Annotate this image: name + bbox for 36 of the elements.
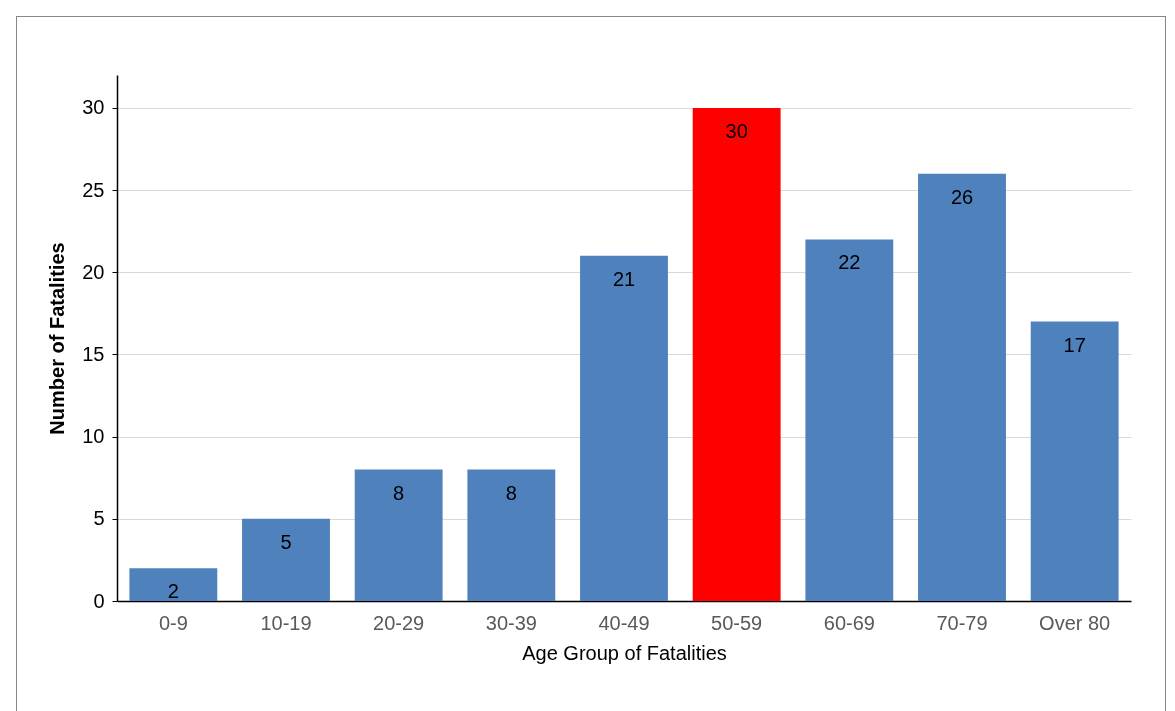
x-tick-label: 10-19 (260, 611, 312, 634)
data-label: 5 (280, 530, 292, 553)
y-tick-label: 30 (82, 96, 105, 119)
data-label: 22 (838, 251, 861, 274)
x-tick-label: 60-69 (823, 611, 875, 634)
x-tick-label: Over 80 (1039, 611, 1111, 634)
y-tick-label: 0 (93, 589, 105, 612)
data-label: 21 (612, 267, 636, 290)
bar (242, 518, 330, 601)
bar (918, 173, 1006, 601)
data-label: 8 (393, 481, 405, 504)
y-tick-label: 10 (82, 425, 105, 448)
bar (354, 469, 443, 601)
bar (805, 239, 894, 601)
x-tick-label: 70-79 (936, 611, 988, 634)
data-label: 26 (950, 185, 974, 208)
bar (580, 255, 668, 601)
x-tick-label: 0-9 (158, 611, 188, 634)
bar (129, 568, 218, 601)
y-tick-label: 20 (82, 260, 105, 283)
data-label: 8 (505, 481, 517, 504)
y-tick-label: 15 (82, 342, 105, 365)
x-tick-label: 50-59 (711, 611, 763, 634)
x-tick-label: 20-29 (373, 611, 425, 634)
y-axis-title: Number of Fatalities (46, 242, 69, 435)
data-label: 2 (167, 580, 179, 603)
x-tick-label: 30-39 (485, 611, 537, 634)
data-label: 30 (725, 119, 748, 142)
y-tick-label: 25 (82, 178, 105, 201)
bar (467, 469, 556, 601)
y-tick-label: 5 (93, 507, 105, 530)
bar (692, 107, 781, 601)
data-label: 17 (1063, 333, 1086, 356)
x-tick-label: 40-49 (598, 611, 650, 634)
bar (1030, 321, 1119, 601)
x-axis-title: Age Group of Fatalities (522, 641, 727, 664)
